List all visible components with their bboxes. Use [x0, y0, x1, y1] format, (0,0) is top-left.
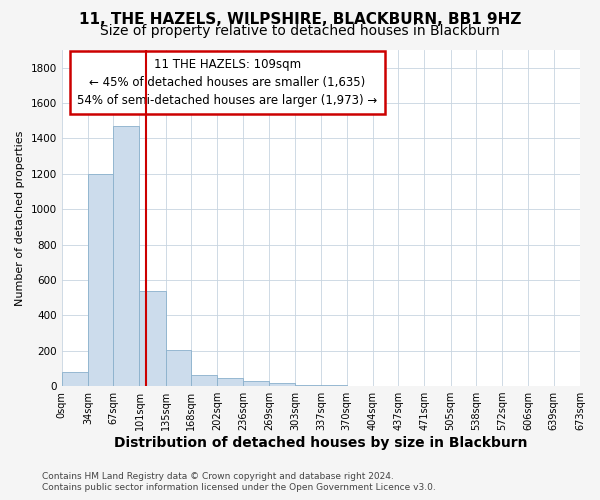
Bar [113, 126, 139, 386]
Text: Contains public sector information licensed under the Open Government Licence v3: Contains public sector information licen… [42, 483, 436, 492]
Bar [139, 292, 166, 386]
Bar [166, 350, 191, 386]
Bar [321, 385, 347, 386]
Bar [88, 174, 113, 386]
Y-axis label: Number of detached properties: Number of detached properties [15, 130, 25, 306]
Bar [269, 382, 295, 386]
Text: 11, THE HAZELS, WILPSHIRE, BLACKBURN, BB1 9HZ: 11, THE HAZELS, WILPSHIRE, BLACKBURN, BB… [79, 12, 521, 28]
Bar [62, 372, 88, 386]
Bar [191, 374, 217, 386]
Bar [295, 385, 321, 386]
Text: 11 THE HAZELS: 109sqm
← 45% of detached houses are smaller (1,635)
54% of semi-d: 11 THE HAZELS: 109sqm ← 45% of detached … [77, 58, 377, 108]
X-axis label: Distribution of detached houses by size in Blackburn: Distribution of detached houses by size … [114, 436, 527, 450]
Bar [217, 378, 244, 386]
Text: Contains HM Land Registry data © Crown copyright and database right 2024.: Contains HM Land Registry data © Crown c… [42, 472, 394, 481]
Bar [244, 382, 269, 386]
Text: Size of property relative to detached houses in Blackburn: Size of property relative to detached ho… [100, 24, 500, 38]
